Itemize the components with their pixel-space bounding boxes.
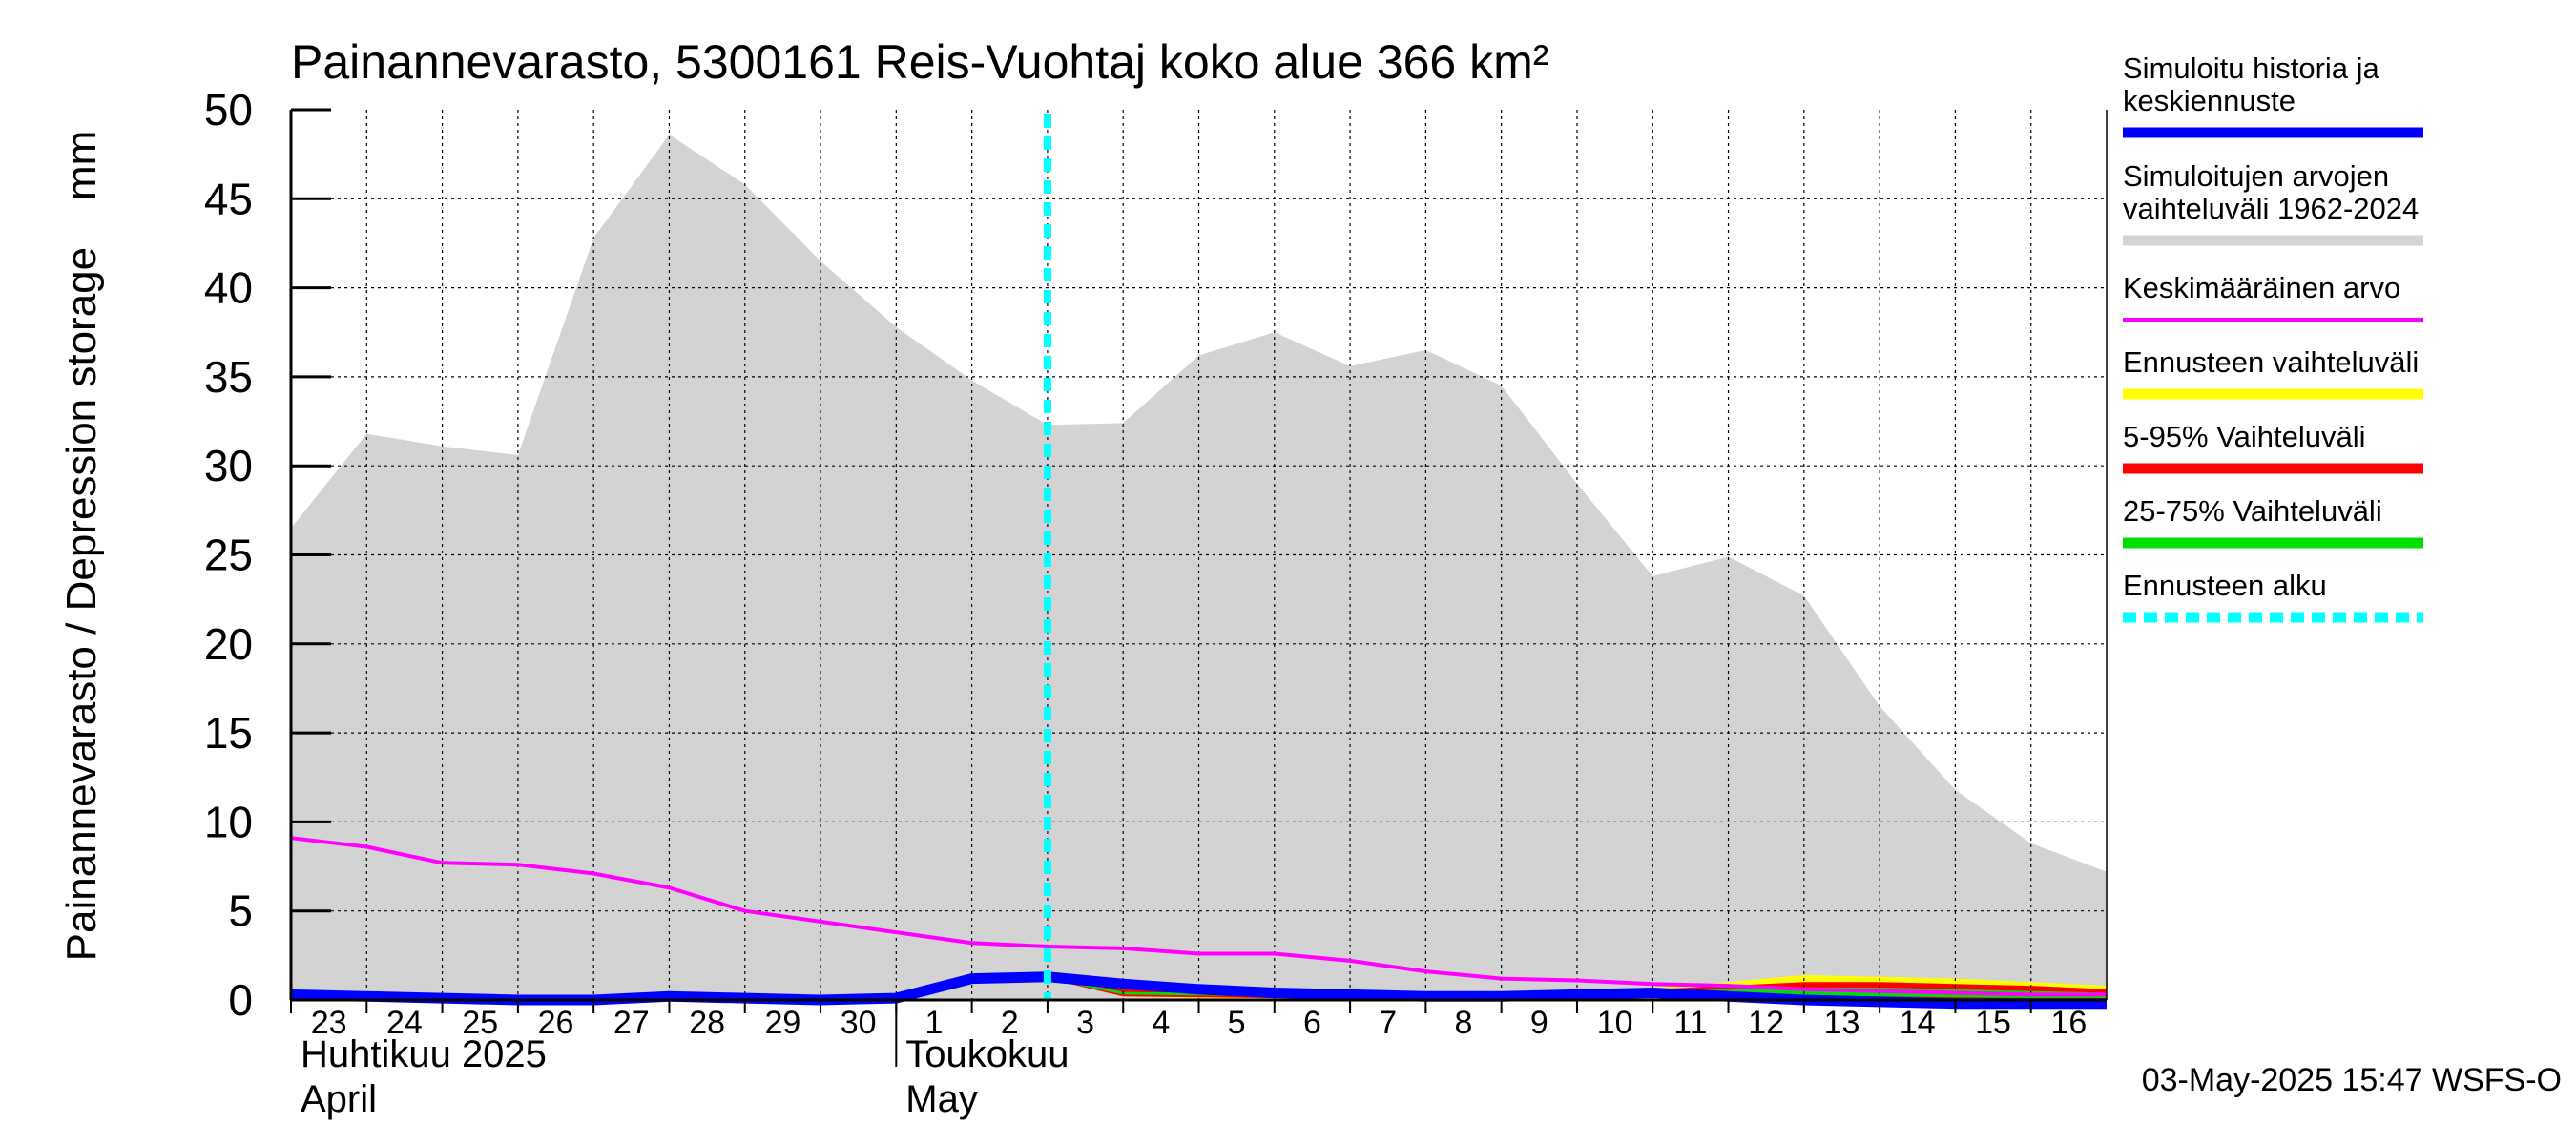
x-tick-label-30: 30: [841, 1005, 877, 1041]
x-tick-label-28: 28: [689, 1005, 725, 1041]
x-tick-label-16: 16: [2050, 1005, 2087, 1041]
x-tick-label-4: 4: [1152, 1005, 1170, 1041]
x-tick-label-7: 7: [1379, 1005, 1397, 1041]
x-tick-label-6: 6: [1303, 1005, 1321, 1041]
series-line-0: [290, 836, 2107, 997]
y-tick-label-50: 50: [204, 85, 253, 135]
x-tick-label-10: 10: [1597, 1005, 1633, 1041]
legend-label-0-1: keskiennuste: [2123, 84, 2296, 117]
y-axis-label: Painannevarasto / Depression storage mm: [58, 131, 105, 962]
x-tick-label-14: 14: [1900, 1005, 1936, 1041]
y-tick-label-25: 25: [204, 531, 253, 580]
x-tick-label-29: 29: [764, 1005, 800, 1041]
y-tick-label-20: 20: [204, 619, 253, 669]
chart-title: Painannevarasto, 5300161 Reis-Vuohtaj ko…: [291, 35, 1548, 89]
legend-label-2-0: Keskimääräinen arvo: [2123, 271, 2400, 304]
y-tick-label-10: 10: [204, 797, 253, 846]
y-tick-label-35: 35: [204, 352, 253, 402]
month-label-fi-1: Toukokuu: [905, 1033, 1069, 1075]
y-tick-label-5: 5: [228, 886, 253, 936]
x-tick-label-9: 9: [1530, 1005, 1548, 1041]
y-tick-label-15: 15: [204, 708, 253, 758]
x-tick-label-3: 3: [1076, 1005, 1094, 1041]
legend-label-3-0: Ennusteen vaihteluväli: [2123, 345, 2419, 379]
legend-label-0-0: Simuloitu historia ja: [2123, 52, 2380, 85]
x-tick-label-1: 1: [925, 1005, 944, 1041]
x-tick-label-2: 2: [1001, 1005, 1019, 1041]
month-label-en-1: May: [905, 1078, 978, 1120]
x-tick-label-26: 26: [538, 1005, 574, 1041]
legend-label-1-0: Simuloitujen arvojen: [2123, 159, 2389, 193]
x-tick-label-12: 12: [1748, 1005, 1784, 1041]
x-tick-label-25: 25: [462, 1005, 498, 1041]
x-tick-label-5: 5: [1228, 1005, 1246, 1041]
x-tick-label-24: 24: [386, 1005, 423, 1041]
legend-label-5-0: 25-75% Vaihteluväli: [2123, 494, 2382, 528]
x-tick-label-13: 13: [1824, 1005, 1860, 1041]
y-tick-label-45: 45: [204, 174, 253, 223]
x-tick-label-8: 8: [1455, 1005, 1473, 1041]
month-label-en-0: April: [301, 1078, 377, 1120]
month-label-fi-0: Huhtikuu 2025: [301, 1033, 547, 1075]
legend-label-4-0: 5-95% Vaihteluväli: [2123, 420, 2365, 453]
legend-label-1-1: vaihteluväli 1962-2024: [2123, 192, 2419, 225]
timestamp: 03-May-2025 15:47 WSFS-O: [2142, 1062, 2562, 1098]
y-tick-label-40: 40: [204, 263, 253, 313]
band-3: [1047, 976, 2107, 999]
legend-label-6-0: Ennusteen alku: [2123, 569, 2327, 602]
x-tick-label-11: 11: [1673, 1005, 1707, 1041]
x-tick-label-27: 27: [613, 1005, 650, 1041]
y-tick-label-0: 0: [228, 975, 253, 1025]
x-tick-label-23: 23: [311, 1005, 347, 1041]
x-tick-label-15: 15: [1975, 1005, 2011, 1041]
y-tick-label-30: 30: [204, 441, 253, 490]
